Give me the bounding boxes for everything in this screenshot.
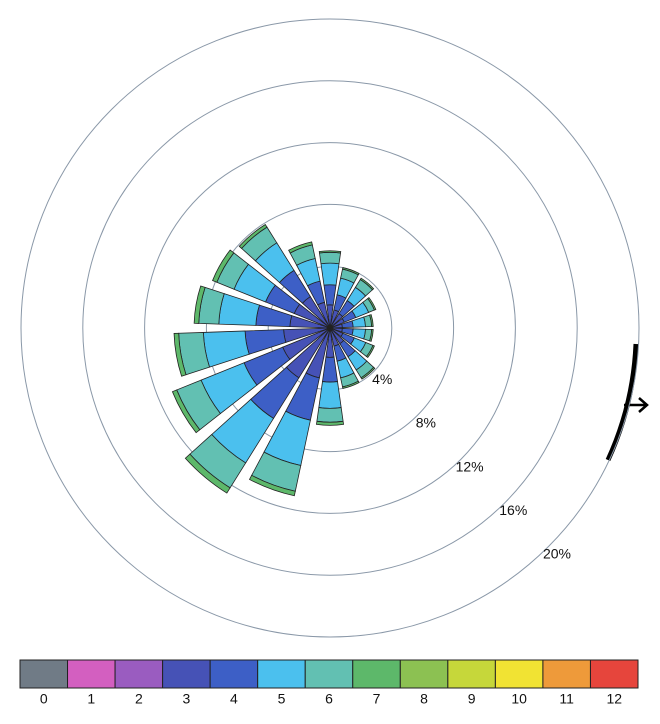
ring-label: 20% (543, 546, 571, 562)
ring (82, 80, 578, 576)
rose-segment (316, 420, 344, 426)
mean-arc (605, 343, 639, 462)
legend-swatch (399, 659, 449, 689)
rose-segment (359, 277, 375, 291)
rose-segment (367, 297, 377, 311)
ring-label: 8% (416, 415, 436, 431)
legend-swatch (67, 659, 116, 689)
rose-segment (342, 380, 360, 389)
mean-arrow (624, 397, 649, 413)
rose-segment (316, 407, 344, 423)
legend-swatch (209, 659, 259, 689)
legend-label: 6 (325, 691, 333, 707)
rose-segment (184, 453, 231, 494)
ring (205, 203, 455, 453)
rose-segment (212, 249, 235, 283)
ring (20, 18, 640, 638)
rose-segment (202, 330, 250, 368)
legend-swatch (19, 659, 69, 689)
legend-swatch (589, 659, 639, 689)
legend-label: 0 (40, 691, 48, 707)
rose-segment (248, 474, 296, 497)
legend-label: 12 (606, 691, 622, 707)
legend-swatch (304, 659, 354, 689)
legend-label: 1 (87, 691, 95, 707)
legend-label: 3 (182, 691, 190, 707)
legend-label: 9 (468, 691, 476, 707)
rose-segment (218, 293, 260, 326)
rose-segment (171, 389, 201, 434)
bars (171, 223, 377, 497)
rose-segment (369, 314, 374, 327)
legend-swatch (162, 659, 211, 689)
legend-label: 4 (230, 691, 238, 707)
rose-segment (318, 381, 342, 409)
legend-label: 10 (511, 691, 527, 707)
direction-marker (605, 343, 649, 462)
legend-swatch (542, 659, 591, 689)
legend-swatch (494, 659, 544, 689)
rose-segment (193, 285, 206, 324)
legend-label: 7 (373, 691, 381, 707)
legend-swatch (447, 659, 496, 689)
legend-label: 2 (135, 691, 143, 707)
ring-label: 12% (456, 458, 484, 474)
rose-segment (320, 262, 340, 286)
rose-segment (173, 332, 187, 377)
rose-segment (322, 356, 338, 383)
legend-label: 8 (420, 691, 428, 707)
legend-label: 11 (559, 691, 574, 707)
rose-segment (318, 250, 342, 254)
rose-segment (365, 344, 375, 359)
rose-segment (369, 329, 374, 342)
legend-swatch (352, 659, 401, 689)
rose-segment (319, 251, 341, 265)
rose-segment (360, 366, 376, 380)
ring (144, 142, 516, 514)
legend-label: 5 (278, 691, 286, 707)
rose-segment (238, 223, 268, 249)
rings (20, 18, 640, 638)
rose-segment (323, 284, 337, 306)
legend-swatch (114, 659, 164, 689)
ring-labels: 4% 8% 12% 16% 20% (372, 371, 571, 562)
ring-label: 4% (372, 371, 392, 387)
rose-segment (288, 241, 313, 254)
rose-segment (342, 267, 360, 276)
legend-swatch (257, 659, 306, 689)
ring-label: 16% (499, 502, 527, 518)
legend: 0 1 2 3 4 5 6 7 8 9 10 11 12 (19, 659, 639, 707)
